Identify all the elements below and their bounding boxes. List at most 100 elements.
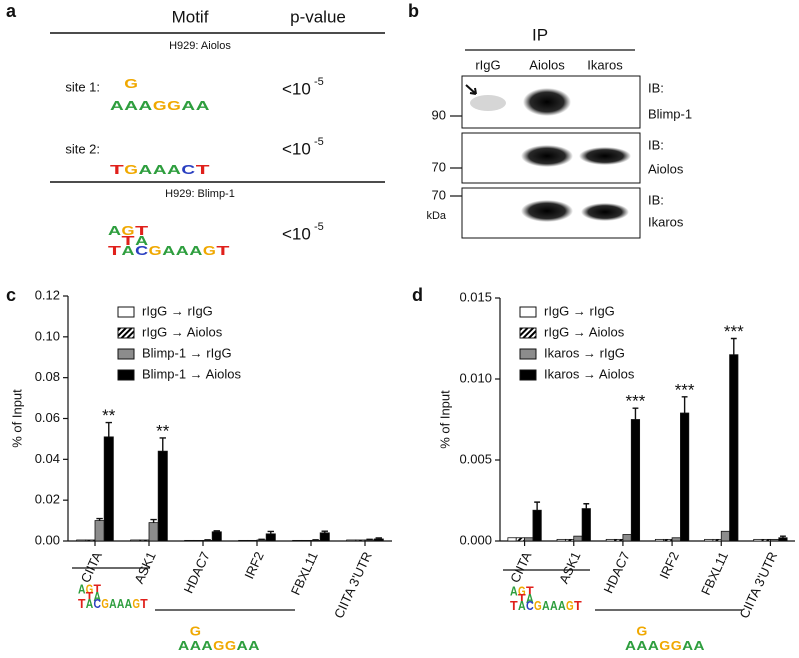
logo-letter: G [153,98,167,113]
logo-letter: G [225,638,236,653]
annotation: *** [724,322,744,341]
legend-swatch [117,348,135,360]
logo-letter: C [135,243,149,258]
annotation: *** [675,380,695,399]
bar [532,509,542,542]
x-tick-label: CIITA [78,549,105,585]
legend-label: Ikaros → Aiolos [544,366,635,381]
section-title: H929: Blimp-1 [165,188,235,200]
band [521,145,573,167]
logo-letter: A [248,638,260,653]
bar [256,539,267,542]
band [581,203,629,221]
bar [761,538,771,542]
bar [346,539,357,542]
logo-letter: A [167,162,182,177]
logo-letter: A [682,638,694,653]
bar [704,538,714,542]
legend-swatch [519,327,537,339]
logo-letter: A [625,638,637,653]
logo-letter: A [109,596,117,611]
marker: 90 [432,107,446,122]
error-bar [105,421,112,437]
x-tick-label: HDAC7 [181,549,213,595]
logo-letter: C [94,596,102,611]
bar [720,530,731,542]
logo-letter: A [542,598,550,613]
lane-label: Aiolos [529,57,565,72]
band [521,200,573,222]
logo-letter: A [558,598,566,613]
error-bar [681,396,688,414]
logo-letter: A [189,243,203,258]
error-bar [375,537,382,539]
logo-letter: G [659,638,670,653]
logo-letter: A [181,98,196,113]
bar [605,538,615,542]
bar [573,535,583,542]
logo-letter: T [216,243,229,258]
bar [355,539,366,542]
y-tick-label: 0.08 [35,369,60,384]
logo-letter: A [117,596,125,611]
y-tick-label: 0.02 [35,492,60,507]
p-value: <10 [282,79,311,98]
x-tick-label: CIITA 3'UTR [736,549,780,620]
logo-letter: A [201,638,213,653]
bar [238,539,249,542]
legend-swatch [519,348,537,360]
annotation: *** [626,392,646,411]
logo-letter: A [636,638,648,653]
logo-letter: G [203,243,216,258]
logo-letter: T [574,598,582,613]
p-value: <10 [282,139,311,158]
x-tick-label: CIITA [507,549,534,585]
section-title: H929: Aiolos [169,40,231,52]
logo-letter: A [135,233,149,248]
band [579,147,631,165]
x-tick-label: HDAC7 [601,549,633,595]
logo-letter: G [124,162,138,177]
logo-letter: A [108,223,122,238]
logo-letter: A [94,589,102,604]
logo-letter: T [122,233,135,248]
logo-letter: G [86,582,93,597]
logo-letter: G [190,624,201,639]
band [470,95,506,111]
bar [301,539,312,542]
y-tick-label: 0.00 [35,532,60,547]
bar [671,537,681,542]
bar [663,538,673,542]
ib-label: IB: [648,80,664,95]
header: Motif [172,7,209,26]
unit: kDa [426,210,446,222]
bar [515,537,525,542]
logo-letter: A [190,638,202,653]
bar [680,412,690,542]
lane-label: Ikaros [587,57,623,72]
logo-letter: T [86,589,94,604]
error-bar [366,538,373,541]
band [523,88,571,116]
x-tick-label: ASK1 [556,549,584,585]
antibody: Blimp-1 [648,106,692,121]
legend-label: Blimp-1 → rIgG [142,345,232,360]
bar [622,534,632,542]
y-tick-label: 0.04 [35,451,60,466]
logo-letter: A [510,584,518,599]
lane-label: rIgG [475,57,500,72]
error-bar [632,407,639,420]
x-tick-label: IRF2 [241,549,267,581]
bar [564,538,575,542]
legend-swatch [519,369,537,381]
row-name: site 1: [65,79,100,94]
panel-label: c [6,285,16,305]
logo-letter: A [78,582,86,597]
logo-letter: G [518,584,526,599]
error-bar [159,437,166,452]
bar [202,539,213,542]
legend-label: rIgG → Aiolos [142,324,223,339]
logo-letter: G [167,98,181,113]
logo-letter: T [140,596,148,611]
